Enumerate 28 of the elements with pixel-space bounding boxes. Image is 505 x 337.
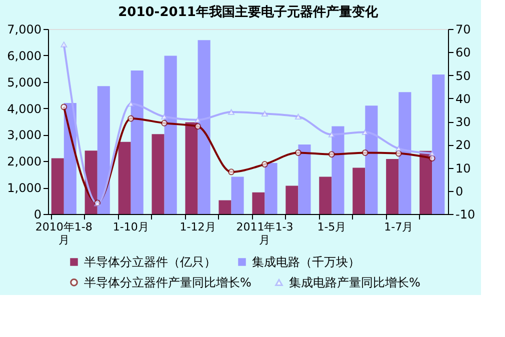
y-tick-label: 7,000	[7, 22, 42, 36]
legend-label: 集成电路（千万块）	[252, 255, 360, 269]
y-tick-label: 6,000	[7, 48, 42, 63]
y2-tick-label: 70	[456, 22, 471, 36]
x-tick-label: 2010年1-8月	[35, 220, 92, 246]
legend-label: 半导体分立器件产量同比增长%	[84, 275, 252, 290]
y-tick-label: 3,000	[7, 128, 42, 142]
y2-tick-label: 40	[456, 92, 471, 106]
y-tick-label: 0	[34, 208, 42, 222]
y-tick-label: 5,000	[7, 75, 42, 90]
y-tick-label: 2,000	[7, 154, 42, 169]
legend-label: 半导体分立器件（亿只）	[84, 255, 216, 269]
y2-tick-label: 60	[456, 46, 471, 60]
x-tick-label: 1-10月	[112, 220, 149, 234]
y-tick-label: 1,000	[7, 181, 42, 196]
legend-label: 集成电路产量同比增长%	[289, 276, 420, 290]
y2-tick-label: 50	[456, 68, 471, 83]
y2-tick-label: 30	[456, 115, 471, 129]
x-tick-label: 1-12月	[180, 220, 216, 234]
y2-tick-label: -10	[456, 208, 476, 222]
y2-tick-label: 0	[456, 184, 464, 198]
x-tick-label: 1-7月	[384, 220, 414, 234]
x-tick-label: 1-5月	[317, 220, 346, 234]
y2-tick-label: 10	[456, 161, 471, 176]
chart-title: 2010-2011年我国主要电子元器件产量变化	[118, 4, 379, 20]
y-tick-label: 4,000	[7, 102, 42, 116]
x-tick-label: 2011年1-3月	[236, 220, 294, 246]
y2-tick-label: 20	[456, 138, 471, 152]
